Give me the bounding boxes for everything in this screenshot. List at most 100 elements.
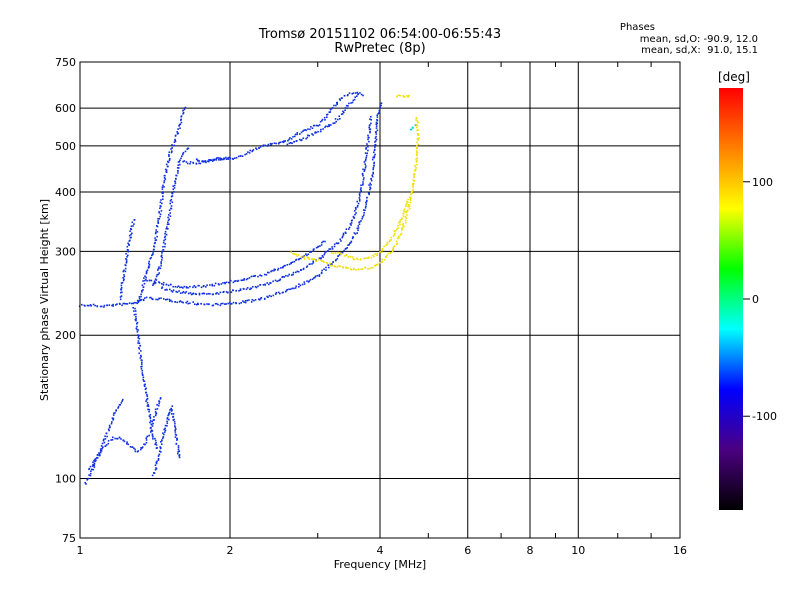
echo-point xyxy=(133,223,135,225)
echo-point xyxy=(143,443,145,445)
echo-point xyxy=(335,242,338,244)
echo-point xyxy=(152,438,154,440)
echo-point xyxy=(124,264,127,266)
echo-point xyxy=(123,278,125,281)
echo-point xyxy=(173,420,176,423)
echo-point xyxy=(252,275,255,277)
echo-point xyxy=(315,246,318,249)
echo-point xyxy=(372,266,374,269)
echo-point xyxy=(138,352,140,355)
echo-point xyxy=(134,310,137,312)
echo-point xyxy=(305,129,308,132)
echo-point xyxy=(308,258,310,260)
echo-point xyxy=(162,198,164,200)
echo-point xyxy=(386,241,389,244)
echo-point xyxy=(368,184,370,186)
echo-point xyxy=(111,417,114,419)
echo-point xyxy=(348,228,350,230)
echo-point xyxy=(175,443,178,445)
echo-point xyxy=(275,293,277,295)
echo-point xyxy=(211,304,214,307)
echo-point xyxy=(162,245,164,248)
echo-point xyxy=(195,158,198,160)
echo-point xyxy=(274,268,276,271)
echo-point xyxy=(161,186,164,188)
echo-point xyxy=(170,290,173,292)
echo-point xyxy=(284,290,287,293)
echo-point xyxy=(126,443,128,445)
colorbar-ticks: -100 0 100 xyxy=(743,176,777,423)
echo-point xyxy=(119,296,122,298)
echo-point xyxy=(154,469,157,471)
echo-point xyxy=(158,218,161,220)
echo-point xyxy=(104,438,107,440)
echo-point xyxy=(405,217,408,219)
echo-point xyxy=(122,302,125,305)
echo-point xyxy=(163,181,165,184)
echo-point xyxy=(331,264,333,267)
echo-point xyxy=(165,233,168,236)
echo-point xyxy=(153,472,155,474)
echo-point xyxy=(117,405,120,408)
echo-point xyxy=(150,429,153,431)
echo-point xyxy=(350,241,352,244)
echo-point xyxy=(375,125,378,127)
echo-point xyxy=(156,460,158,463)
echo-point xyxy=(121,304,123,307)
echo-point xyxy=(399,219,402,221)
echo-point xyxy=(158,453,161,456)
echo-point xyxy=(208,303,210,305)
echo-point xyxy=(402,212,405,215)
echo-point xyxy=(126,245,129,248)
echo-point xyxy=(181,301,183,303)
echo-point xyxy=(381,260,383,263)
echo-point xyxy=(233,280,236,282)
echo-point xyxy=(178,450,181,453)
echo-point xyxy=(143,277,145,279)
echo-point xyxy=(155,298,157,301)
echo-point xyxy=(148,434,150,437)
echo-point xyxy=(277,142,280,145)
echo-point xyxy=(356,95,358,97)
echo-point xyxy=(127,249,129,251)
echo-point xyxy=(379,106,381,109)
echo-point xyxy=(371,175,374,178)
echo-point xyxy=(135,313,137,316)
echo-point xyxy=(158,282,161,284)
echo-point xyxy=(164,431,166,433)
echo-point xyxy=(169,288,171,291)
echo-point xyxy=(286,143,289,146)
echo-point xyxy=(200,303,202,305)
echo-point xyxy=(301,139,303,141)
echo-point xyxy=(320,257,322,259)
echo-point xyxy=(148,279,151,282)
echo-point xyxy=(242,300,244,302)
echo-point xyxy=(108,424,111,427)
echo-point xyxy=(290,251,292,253)
echo-point xyxy=(301,256,304,258)
y-tick-label: 75 xyxy=(62,532,76,545)
echo-point xyxy=(291,261,294,263)
echo-point xyxy=(100,450,103,452)
echo-point xyxy=(410,128,413,131)
echo-point xyxy=(177,446,180,449)
echo-point xyxy=(325,266,327,269)
echo-point xyxy=(163,298,165,300)
echo-point xyxy=(351,256,354,258)
echo-point xyxy=(177,445,180,447)
echo-point xyxy=(135,319,137,322)
echo-point xyxy=(366,196,368,199)
echo-point xyxy=(168,413,170,416)
echo-point xyxy=(167,221,169,224)
echo-point xyxy=(403,225,405,228)
echo-point xyxy=(243,288,245,290)
echo-point xyxy=(408,205,411,207)
echo-point xyxy=(195,293,197,295)
echo-point xyxy=(225,303,227,305)
echo-point xyxy=(161,256,163,259)
echo-point xyxy=(164,235,167,238)
echo-point xyxy=(174,436,177,438)
echo-point xyxy=(124,267,127,270)
echo-point xyxy=(174,426,177,429)
echo-point xyxy=(372,167,375,169)
